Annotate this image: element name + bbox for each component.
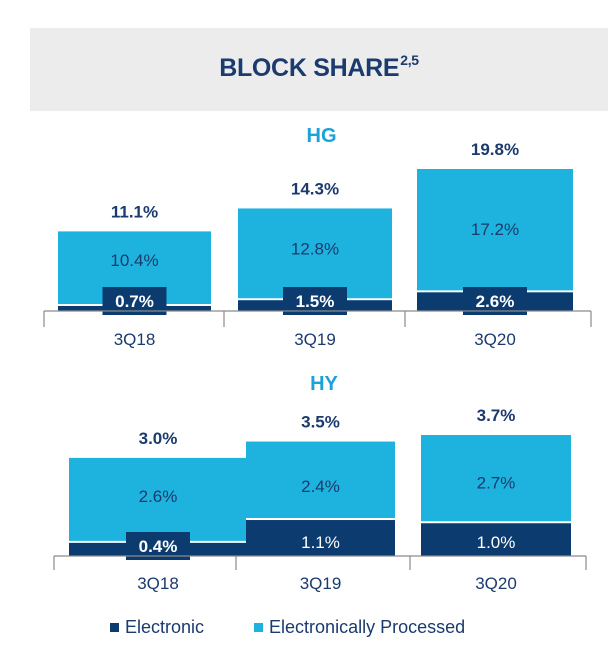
chart-title-text: BLOCK SHARE <box>219 54 400 82</box>
chart-header: BLOCK SHARE2,5 <box>30 28 608 111</box>
total-label-hy-1: 3.5% <box>301 413 340 432</box>
bar-processed-hy-2 <box>421 435 571 524</box>
electronic-badge-hy-1 <box>288 528 353 556</box>
legend-item-electronic: Electronic <box>110 617 204 638</box>
total-label-hy-0: 3.0% <box>139 429 178 448</box>
electronic-label-hy-2: 1.0% <box>477 533 516 552</box>
category-label-hg-1: 3Q19 <box>294 330 336 349</box>
processed-label-hg-1: 12.8% <box>291 240 339 259</box>
electronic-badge-hy-0 <box>126 532 190 560</box>
bar-processed-hy-0 <box>69 457 247 543</box>
electronic-label-hg-0: 0.7% <box>115 292 154 311</box>
chart-title-footnote: 2,5 <box>400 52 419 68</box>
category-label-hy-1: 3Q19 <box>300 574 342 593</box>
legend-swatch-electronic <box>110 623 119 632</box>
category-label-hg-0: 3Q18 <box>114 330 156 349</box>
processed-label-hg-2: 17.2% <box>471 220 519 239</box>
category-label-hy-0: 3Q18 <box>137 574 179 593</box>
panel-title-hg: HG <box>307 125 337 147</box>
bar-processed-hy-1 <box>246 441 395 521</box>
electronic-label-hg-2: 2.6% <box>476 292 515 311</box>
electronic-label-hy-1: 1.1% <box>301 533 340 552</box>
electronic-badge-hg-2 <box>463 287 527 315</box>
legend: Electronic Electronically Processed <box>110 617 465 638</box>
total-label-hy-2: 3.7% <box>477 406 516 425</box>
bar-processed-hg-2 <box>417 169 573 293</box>
electronic-badge-hg-0 <box>102 287 167 315</box>
electronic-label-hg-1: 1.5% <box>296 292 335 311</box>
electronic-label-hy-0: 0.4% <box>139 537 178 556</box>
category-label-hy-2: 3Q20 <box>475 574 517 593</box>
electronic-badge-hg-1 <box>283 287 347 315</box>
processed-label-hy-0: 2.6% <box>139 487 178 506</box>
total-label-hg-0: 11.1% <box>111 202 158 221</box>
category-label-hg-2: 3Q20 <box>474 330 516 349</box>
processed-label-hy-1: 2.4% <box>301 477 340 496</box>
processed-label-hy-2: 2.7% <box>477 474 516 493</box>
panel-title-hy: HY <box>310 373 338 395</box>
processed-label-hg-0: 10.4% <box>110 251 158 270</box>
legend-swatch-processed <box>254 623 264 632</box>
legend-label-processed: Electronically Processed <box>269 617 466 637</box>
bar-processed-hg-1 <box>238 208 392 301</box>
chart-title: BLOCK SHARE2,5 <box>30 52 608 83</box>
total-label-hg-2: 19.8% <box>471 140 519 159</box>
electronic-badge-hy-2 <box>464 528 528 556</box>
legend-item-processed: Electronically Processed <box>254 617 465 638</box>
legend-label-electronic: Electronic <box>125 617 205 637</box>
total-label-hg-1: 14.3% <box>291 179 339 198</box>
